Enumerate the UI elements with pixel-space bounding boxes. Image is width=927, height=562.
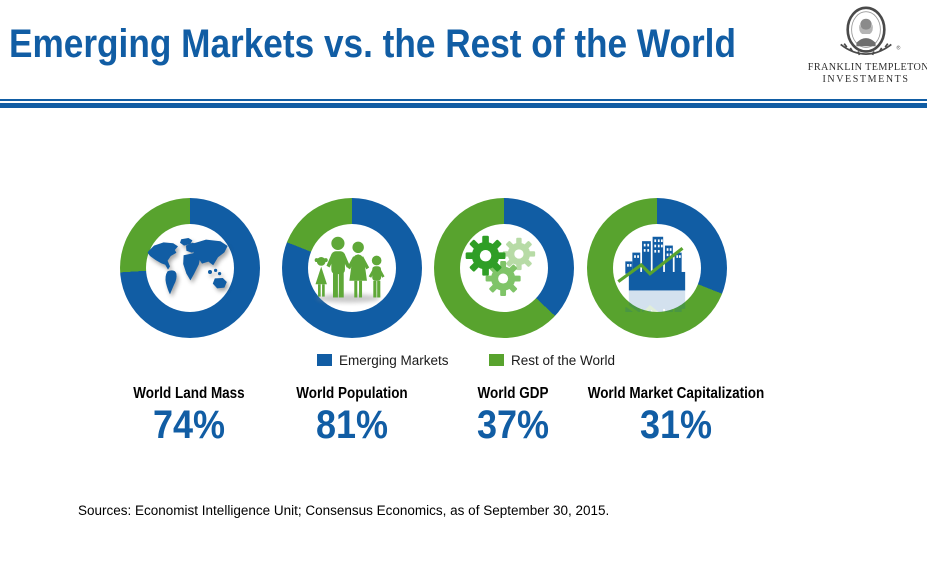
logo-text-line2: INVESTMENTS	[822, 74, 910, 85]
stat-category: World Market Capitalization	[587, 385, 765, 402]
page-title: Emerging Markets vs. the Rest of the Wor…	[9, 22, 736, 66]
legend-item-rest-of-world: Rest of the World	[489, 352, 615, 368]
stat-percent: 31%	[639, 403, 713, 447]
stat-category: World GDP	[477, 385, 549, 402]
legend-label: Rest of the World	[511, 352, 616, 368]
stat-world-population: World Population 81%	[242, 385, 462, 446]
legend-swatch-green-icon	[489, 354, 504, 366]
donut-world-population	[282, 198, 422, 338]
donut-world-land-mass	[120, 198, 260, 338]
gears-icon	[465, 235, 536, 297]
stat-percent: 74%	[152, 403, 226, 447]
stat-percent: 37%	[476, 403, 550, 447]
donut-hole	[460, 224, 548, 312]
benjamin-franklin-portrait-icon: ®	[840, 6, 901, 56]
stat-percent: 81%	[315, 403, 389, 447]
stat-category: World Land Mass	[133, 385, 245, 402]
legend-label: Emerging Markets	[339, 352, 449, 368]
franklin-templeton-logo: ® FRANKLIN TEMPLETON INVESTMENTS	[806, 6, 927, 85]
family-icon	[314, 236, 385, 303]
svg-text:®: ®	[897, 45, 901, 52]
stat-category: World Population	[296, 385, 408, 402]
header-rule-thin	[0, 99, 927, 101]
header-rule-thick	[0, 103, 927, 108]
logo-text-line1: FRANKLIN TEMPLETON	[807, 62, 927, 73]
donut-hole	[613, 224, 701, 312]
legend-item-emerging-markets: Emerging Markets	[317, 352, 449, 368]
world-map-icon	[147, 238, 228, 295]
donut-hole	[146, 224, 234, 312]
donut-hole	[308, 224, 396, 312]
donut-world-market-capitalization	[587, 198, 727, 338]
stat-world-land-mass: World Land Mass 74%	[79, 385, 299, 446]
city-growth-icon	[616, 236, 687, 312]
legend-swatch-blue-icon	[317, 354, 332, 366]
sources-note: Sources: Economist Intelligence Unit; Co…	[78, 503, 610, 518]
stat-world-gdp: World GDP 37%	[403, 385, 623, 446]
donut-world-gdp	[434, 198, 574, 338]
stat-world-market-capitalization: World Market Capitalization 31%	[566, 385, 786, 446]
